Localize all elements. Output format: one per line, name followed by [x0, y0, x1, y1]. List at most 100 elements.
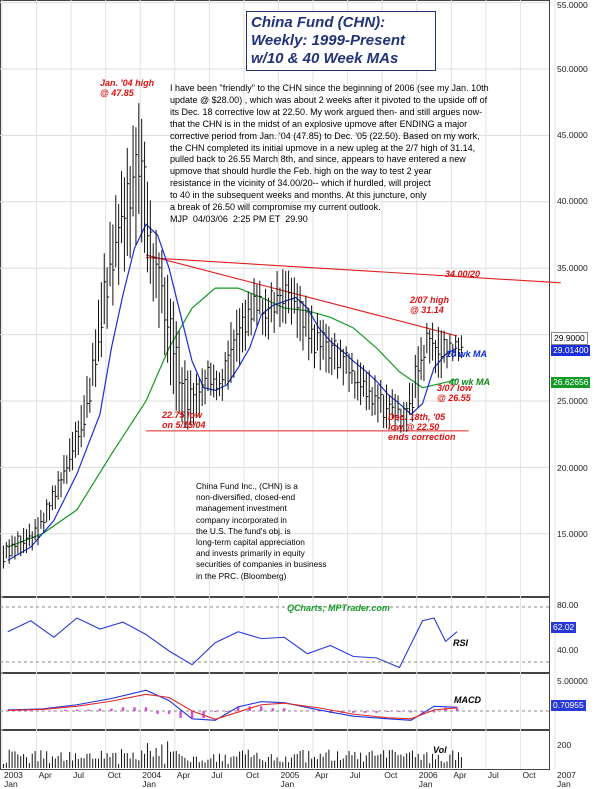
macd-histogram-bar [352, 711, 355, 713]
macd-histogram-bar [421, 711, 424, 713]
grid-lines [0, 0, 556, 769]
macd-histogram-bar [167, 711, 171, 714]
rsi-panel [7, 617, 458, 669]
panel-frames [0, 0, 550, 770]
last-price-badge: 29.9000 [551, 332, 588, 345]
x-tick-label: Apr [315, 770, 329, 780]
macd-histogram-bar [271, 708, 274, 711]
chart-title-line-2: Weekly: 1999-Present [251, 32, 405, 49]
rsi-tick-40: 40.00 [557, 645, 579, 655]
x-tick-label: Oct [107, 770, 121, 780]
macd-histogram-bar [363, 711, 367, 713]
y-tick-45: 45.0000 [557, 130, 588, 140]
y-tick-50: 50.0000 [557, 64, 588, 74]
feb-high-annotation: 2/07 high @ 31.14 [410, 295, 450, 315]
ma40-label: 40 wk MA [449, 377, 491, 387]
brand-watermark: QCharts; MPTrader.com [287, 603, 390, 613]
macd-histogram-bar [213, 711, 217, 712]
chart-title-line-3: w/10 & 40 Week MAs [251, 50, 399, 67]
macd-histogram-bar [306, 710, 309, 712]
x-tick-label: 2005 [280, 770, 300, 780]
macd-histogram-bar [52, 710, 56, 712]
y-tick-20: 20.0000 [557, 463, 588, 473]
x-tick-label: Oct [384, 770, 398, 780]
macd-histogram-bar [294, 710, 297, 712]
x-tick-label: Jul [211, 770, 223, 780]
macd-label: MACD [454, 695, 481, 705]
macd-histogram-bar [156, 711, 159, 714]
macd-histogram-bar [283, 708, 286, 711]
x-tick-sublabel: Jan [4, 779, 18, 789]
price-bars [2, 103, 464, 569]
macd-histogram-bar [110, 708, 113, 711]
ma40-value-badge: 26.62656 [551, 377, 591, 388]
x-tick-label: Apr [176, 770, 191, 780]
macd-histogram-bar [41, 710, 44, 712]
trendline-resistance [145, 257, 561, 284]
macd-histogram-bar [64, 709, 67, 711]
macd-histogram-bar [375, 711, 378, 713]
macd-histogram-bar [29, 710, 33, 712]
dec-low-annotation: Dec. 18th, '05 low @ 22.50 ends correcti… [388, 412, 456, 442]
macd-histogram-bar [260, 706, 263, 711]
jan04-high-annotation: Jan. '04 high @ 47.85 [100, 78, 155, 98]
macd-histogram-bar [190, 711, 194, 719]
macd-histogram-bar [225, 711, 228, 712]
ma10-label: 10 wk MA [446, 349, 488, 359]
volume-panel-frame [0, 730, 550, 770]
x-tick-label: 2007 [557, 770, 576, 780]
macd-histogram-bar [179, 711, 182, 719]
macd-slow-series [7, 693, 458, 720]
y-tick-15: 15.0000 [557, 529, 588, 539]
trendlines [145, 254, 561, 432]
x-tick-label: 2004 [142, 770, 162, 780]
x-tick-sublabel: Jan [418, 779, 433, 789]
rsi-value-badge: 62.02 [551, 622, 577, 633]
x-tick-label: Jul [349, 770, 361, 780]
x-tick-label: 2006 [418, 770, 438, 780]
x-tick-label: Apr [38, 770, 52, 780]
x-tick-label: Apr [453, 770, 467, 780]
vol-tick-200: 200 [557, 740, 572, 750]
fund-description: China Fund Inc., (CHN) is a non-diversif… [196, 481, 327, 581]
x-tick-label: Oct [522, 770, 536, 780]
mar-low-annotation: 3/07 low @ 26.55 [437, 383, 473, 403]
rsi-series [7, 617, 458, 669]
y-tick-35: 35.0000 [557, 263, 588, 273]
x-tick-sublabel: Jan [142, 779, 156, 789]
price-panel-frame [0, 0, 550, 597]
chart-title: China Fund (CHN): Weekly: 1999-Present w… [246, 11, 436, 71]
x-tick-label: Oct [245, 770, 260, 780]
resistance-annotation: 34.00/20 [445, 269, 481, 279]
chart-title-line-1: China Fund (CHN): [251, 14, 386, 31]
trendline-declining [145, 254, 458, 337]
macd-histogram-bar [121, 707, 125, 711]
y-tick-55: 55.0000 [557, 0, 588, 10]
macd-panel-frame [0, 673, 550, 730]
low-2275-annotation: 22.75 low on 5/15/04 [162, 410, 206, 430]
macd-histogram-bar [133, 707, 136, 711]
macd-histogram-bar [202, 711, 205, 719]
x-tick-label: Jul [487, 770, 499, 780]
macd-histogram-bar [317, 710, 321, 712]
macd-histogram-bar [386, 711, 390, 712]
macd-panel [6, 689, 459, 721]
macd-tick-5: 5.00000 [557, 676, 588, 686]
macd-histogram-bar [144, 707, 148, 711]
x-tick-sublabel: Jan [557, 779, 571, 789]
macd-histogram-bar [18, 710, 21, 712]
macd-value-badge: 0.70955 [551, 700, 586, 711]
ma10-value-badge: 29.01400 [551, 345, 591, 356]
volume-panel [2, 741, 462, 768]
vol-label: Vol [433, 745, 447, 755]
x-tick-label: Jul [73, 770, 84, 780]
macd-histogram-bar [75, 709, 79, 711]
macd-histogram-bar [6, 710, 9, 712]
macd-histogram-bar [398, 711, 401, 712]
macd-histogram-bar [455, 707, 459, 711]
macd-histogram-bar [432, 711, 436, 713]
y-tick-40: 40.0000 [557, 196, 588, 206]
analyst-commentary: I have been "friendly" to the CHN since … [170, 83, 489, 224]
x-tick-label: 2003 [4, 770, 23, 780]
